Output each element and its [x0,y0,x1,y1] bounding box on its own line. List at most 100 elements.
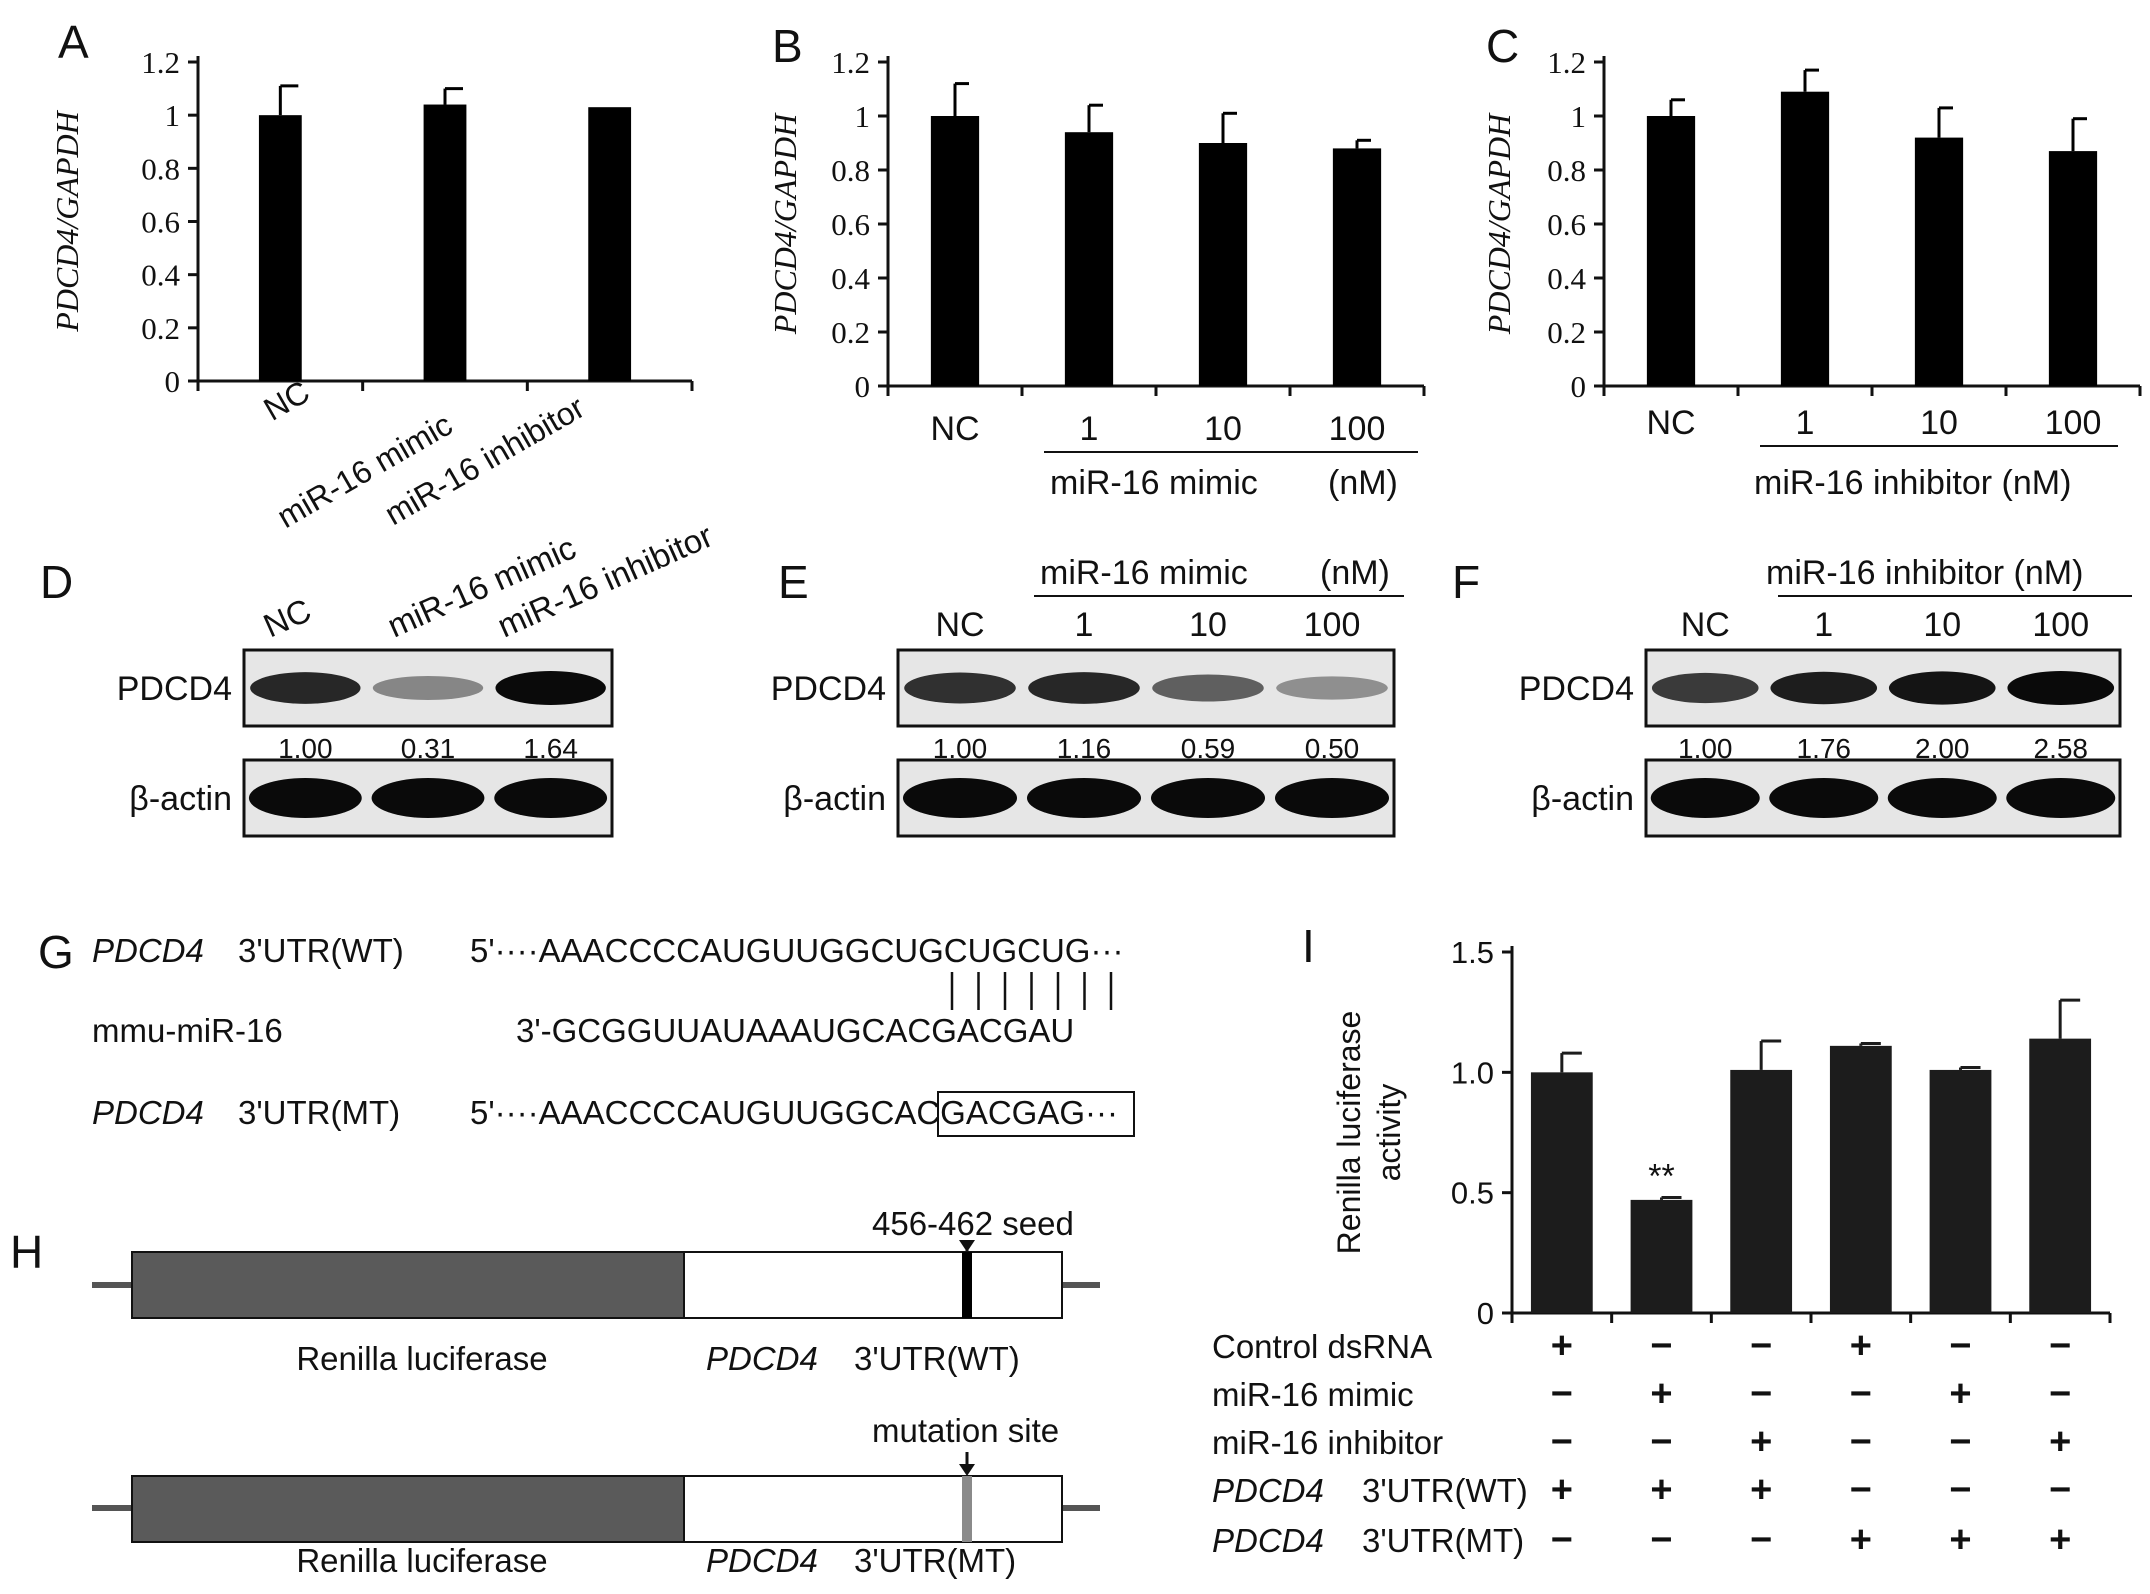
y-tick-label: 0.5 [1451,1176,1494,1211]
mutation-box [937,1091,1135,1137]
mt-gene-label: PDCD4 [706,1542,818,1579]
mutation-arrowhead [959,1464,975,1476]
condition-sign: + [1949,1373,1971,1415]
condition-sign: + [1650,1373,1672,1415]
bar [1064,132,1114,386]
quantification-value: 1.00 [278,733,333,764]
target-band [1888,671,1996,705]
control-protein-label: β-actin [1531,780,1634,818]
target-band [1651,672,1759,704]
lane-label: NC [258,591,317,644]
condition-sign: − [1949,1469,1971,1511]
y-axis-label: PDCD4/GAPDH [767,112,803,335]
y-axis-label: PDCD4/GAPDH [1481,112,1517,335]
condition-label: Control dsRNA [1212,1328,1432,1365]
y-axis-label: PDCD4/GAPDH [49,109,85,332]
condition-sign: + [1750,1469,1772,1511]
y-tick-label: 0 [855,369,871,404]
construct-mt: mutation site Renilla luciferase PDCD4 3… [92,1412,1100,1579]
condition-gene-label: PDCD4 [1212,1472,1324,1509]
bar-chart-i: 0 0.5 1.0 1.5 ** Renilla luciferase activity Co… [1212,935,2112,1561]
x-category-label: 1 [1080,410,1099,448]
mirna-label: mmu-miR-16 [92,1012,283,1049]
condition-label: 3'UTR(WT) [1362,1472,1528,1509]
control-band [1274,778,1390,818]
wt-gene-name: PDCD4 [92,932,204,969]
target-band [1152,674,1264,702]
mt-sequence: 5'····AAACCCCAUGUUGGCACGACGAG··· [470,1094,1118,1131]
quantification-value: 1.16 [1057,733,1112,764]
condition-sign: − [2049,1373,2071,1415]
mutation-site [962,1476,972,1542]
condition-gene-label: PDCD4 [1212,1522,1324,1559]
lane-label: 100 [2032,606,2089,644]
x-category-label: 100 [2045,404,2102,442]
group-label: miR-16 inhibitor (nM) [1754,464,2071,502]
target-band [904,672,1016,704]
condition-sign: − [1750,1373,1772,1415]
bar-chart-c: 0 0.2 0.4 0.6 0.8 1 1.2 PDCD4/GAPDH NC 1 10 100 miR-… [1481,45,2142,502]
y-tick-label: 0.8 [141,151,180,186]
lane-label: NC [1681,606,1730,644]
panel-letter-b: B [772,20,803,72]
condition-sign: − [1949,1325,1971,1367]
utr-region [683,1475,1063,1543]
quantification-value: 1.76 [1797,733,1852,764]
condition-sign: + [1850,1325,1872,1367]
x-category-label: 10 [1920,404,1958,442]
utr-region [683,1251,1063,1319]
condition-label: miR-16 mimic [1212,1376,1414,1413]
construct-wt: 456-462 seed Renilla luciferase PDCD4 3'… [92,1205,1100,1377]
mt-gene-name: PDCD4 [92,1094,204,1131]
quantification-value: 0.59 [1181,733,1236,764]
x-category-label: NC [930,410,979,448]
target-band [495,671,606,705]
bar [1646,116,1696,386]
condition-sign: + [1551,1325,1573,1367]
wt-utr-label: 3'UTR(WT) [238,932,404,969]
bar [2029,1038,2092,1313]
y-tick-label: 0.8 [1547,153,1586,188]
y-axis-label: Renilla luciferase [1331,1011,1367,1255]
lane-label: 100 [1304,606,1361,644]
x-category-label: 1 [1796,404,1815,442]
seed-arrowhead [959,1240,975,1252]
target-band [372,675,484,701]
y-tick-label: 0.2 [141,311,180,346]
base-pair-lines [950,972,1113,1010]
panel-letter-g: G [38,926,74,978]
bar [258,115,302,382]
control-band [902,778,1018,818]
control-protein-label: β-actin [783,780,886,818]
lane-label: 1 [1075,606,1094,644]
quantification-value: 2.00 [1915,733,1970,764]
bar [1630,1199,1693,1313]
condition-sign: − [1850,1421,1872,1463]
bar [1198,143,1248,386]
panel-letter-c: C [1486,20,1519,72]
seed-marker-label: 456-462 seed [872,1205,1074,1242]
condition-sign: − [2049,1469,2071,1511]
y-axis-label: activity [1371,1084,1407,1182]
target-band [1276,676,1388,700]
y-tick-label: 0.4 [1547,261,1586,296]
condition-sign: − [1551,1373,1573,1415]
lane-label: NC [935,606,984,644]
y-tick-label: 0.4 [141,258,180,293]
bar [2048,151,2098,386]
y-tick-label: 0 [1477,1296,1494,1331]
blot-header: miR-16 inhibitor (nM) [1766,554,2083,592]
panel-letter-d: D [40,556,73,608]
renilla-label: Renilla luciferase [296,1542,547,1579]
bar [930,116,980,386]
condition-sign: − [1850,1469,1872,1511]
quantification-value: 0.31 [401,733,456,764]
condition-sign: − [1650,1519,1672,1561]
condition-sign: − [1650,1421,1672,1463]
mt-sequence-prefix: 5'····AAACCCCAUGUUGGC [470,1094,894,1131]
control-band [371,778,485,818]
seed-site [962,1252,972,1318]
y-tick-label: 1.2 [1547,45,1586,80]
lane-label: 1 [1814,606,1833,644]
target-band [250,672,361,704]
